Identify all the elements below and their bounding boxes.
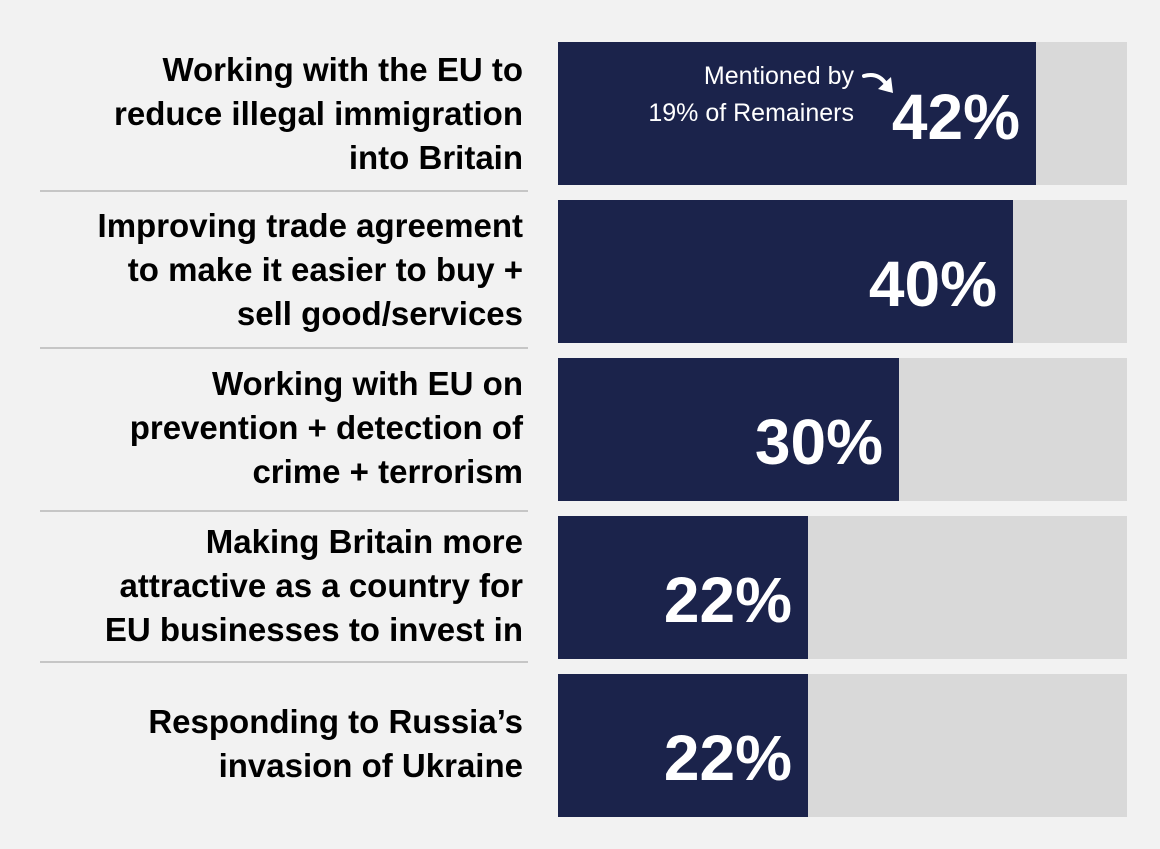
row-separator <box>40 661 528 663</box>
annotation-line-1: Mentioned by <box>703 62 854 90</box>
annotation-line-2: 19% of Remainers <box>648 99 854 127</box>
category-label-line: Working with EU on <box>211 365 523 402</box>
bar-track <box>558 358 1127 501</box>
category-label-line: sell good/services <box>236 295 523 332</box>
category-label-line: invasion of Ukraine <box>218 747 523 784</box>
category-label-line: prevention + detection of <box>129 409 523 446</box>
bar-value-label: 40% <box>868 248 997 320</box>
bar-value-label: 22% <box>663 564 792 636</box>
bar-track <box>558 42 1127 185</box>
category-label: Responding to Russia’s invasion of Ukrain… <box>20 672 523 816</box>
bar-value-label: 42% <box>891 81 1020 153</box>
category-label-line: to make it easier to buy + <box>127 251 523 288</box>
bar-track <box>558 516 1127 659</box>
category-label-line: Making Britain more <box>205 523 523 560</box>
category-label-line: Responding to Russia’s <box>148 703 523 740</box>
bar <box>558 200 1013 343</box>
remainers-annotation: Mentioned by 19% of Remainers <box>560 58 854 132</box>
category-label-line: into Britain <box>348 139 523 176</box>
bar <box>558 358 899 501</box>
category-label-line: attractive as a country for <box>119 567 523 604</box>
category-label: Improving trade agreement to make it easi… <box>20 198 523 342</box>
bar <box>558 516 808 659</box>
row-separator <box>40 510 528 512</box>
row-separator <box>40 190 528 192</box>
category-label-line: Improving trade agreement <box>97 207 523 244</box>
category-label-line: EU businesses to invest in <box>104 611 523 648</box>
category-label: Making Britain more attractive as a count… <box>20 514 523 658</box>
bar-value-label: 22% <box>663 722 792 794</box>
category-label-line: crime + terrorism <box>252 453 523 490</box>
bar <box>558 42 1036 185</box>
category-label-line: Working with the EU to <box>162 51 523 88</box>
bar <box>558 674 808 817</box>
category-label: Working with the EU to reduce illegal imm… <box>20 42 523 186</box>
curved-arrow-icon <box>862 73 893 93</box>
category-label-line: reduce illegal immigration <box>114 95 523 132</box>
bar-value-label: 30% <box>754 406 883 478</box>
row-separator <box>40 347 528 349</box>
category-label: Working with EU on prevention + detection… <box>20 356 523 500</box>
bar-track <box>558 674 1127 817</box>
bar-track <box>558 200 1127 343</box>
